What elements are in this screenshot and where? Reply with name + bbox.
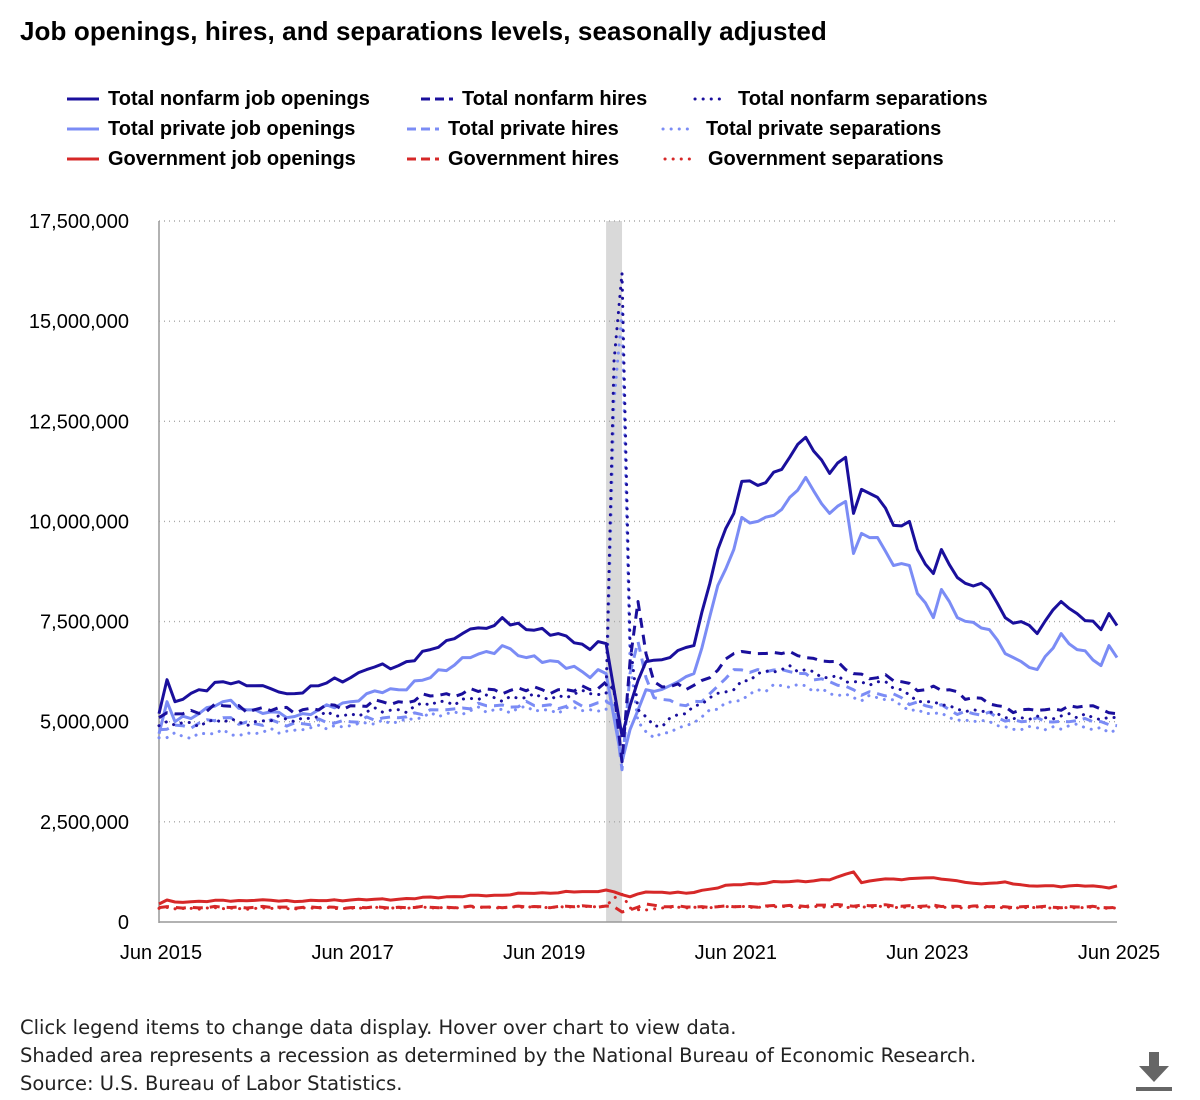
x-tick-label: Jun 2023 — [886, 942, 968, 964]
dashed-line-icon — [407, 127, 439, 131]
y-tick-label: 2,500,000 — [40, 812, 129, 834]
legend-item-government-separations[interactable]: Government separations — [662, 146, 944, 172]
series-line-total-nonfarm-hires — [158, 600, 1118, 764]
series-line-government-job-openings — [158, 870, 1118, 906]
solid-line-icon — [67, 97, 99, 101]
series-line-total-nonfarm-separations — [157, 271, 1119, 729]
series-line-total-nonfarm-job-openings — [157, 435, 1119, 738]
solid-line-icon — [67, 157, 99, 161]
dotted-line-icon — [661, 127, 697, 131]
x-tick-label: Jun 2017 — [311, 942, 393, 964]
dotted-line-icon — [663, 157, 699, 161]
y-tick-label: 17,500,000 — [29, 211, 129, 233]
legend-label: Total private hires — [448, 117, 619, 140]
dotted-line-icon — [693, 97, 729, 101]
legend-label: Total nonfarm job openings — [108, 87, 370, 110]
legend-label: Government separations — [708, 147, 944, 170]
legend-label: Government job openings — [108, 147, 356, 170]
x-tick-label: Jun 2021 — [695, 942, 777, 964]
x-tick-label: Jun 2015 — [120, 942, 202, 964]
legend-label: Total nonfarm separations — [738, 87, 988, 110]
series-line-government-hires — [158, 902, 1118, 914]
chart-legend: Total nonfarm job openings Total private… — [66, 86, 1026, 176]
legend-item-total-private-job-openings[interactable]: Total private job openings — [66, 116, 355, 142]
legend-item-total-private-hires[interactable]: Total private hires — [406, 116, 619, 142]
legend-item-total-nonfarm-job-openings[interactable]: Total nonfarm job openings — [66, 86, 370, 112]
y-tick-label: 12,500,000 — [29, 411, 129, 433]
dashed-line-icon — [421, 97, 453, 101]
footnotes: Click legend items to change data displa… — [20, 1014, 976, 1098]
legend-label: Government hires — [448, 147, 620, 170]
legend-item-total-nonfarm-hires[interactable]: Total nonfarm hires — [420, 86, 647, 112]
y-tick-label: 0 — [118, 912, 129, 934]
footnote-instructions: Click legend items to change data displa… — [20, 1016, 737, 1039]
legend-label: Total private separations — [706, 117, 942, 140]
series-line-government-separations — [157, 892, 1119, 912]
footnote-recession: Shaded area represents a recession as de… — [20, 1044, 977, 1067]
line-chart[interactable]: 0 2,500,000 5,000,000 7,500,000 10,000,000 12… — [0, 200, 1200, 980]
y-tick-label: 15,000,000 — [29, 311, 129, 333]
legend-item-total-nonfarm-separations[interactable]: Total nonfarm separations — [692, 86, 988, 112]
legend-item-government-job-openings[interactable]: Government job openings — [66, 146, 356, 172]
legend-item-total-private-separations[interactable]: Total private separations — [660, 116, 941, 142]
y-tick-label: 10,000,000 — [29, 511, 129, 533]
x-tick-label: Jun 2025 — [1078, 942, 1160, 964]
series-line-total-private-separations — [157, 311, 1119, 740]
legend-label: Total private job openings — [108, 117, 356, 140]
legend-label: Total nonfarm hires — [462, 87, 648, 110]
footnote-source: Source: U.S. Bureau of Labor Statistics. — [20, 1072, 403, 1095]
dashed-line-icon — [407, 157, 439, 161]
download-icon[interactable] — [1134, 1050, 1174, 1092]
x-tick-label: Jun 2019 — [503, 942, 585, 964]
y-tick-label: 7,500,000 — [40, 612, 129, 634]
legend-item-government-hires[interactable]: Government hires — [406, 146, 619, 172]
solid-line-icon — [67, 127, 99, 131]
series-line-total-private-hires — [158, 640, 1118, 772]
y-tick-label: 5,000,000 — [40, 712, 129, 734]
chart-title: Job openings, hires, and separations lev… — [20, 16, 827, 46]
